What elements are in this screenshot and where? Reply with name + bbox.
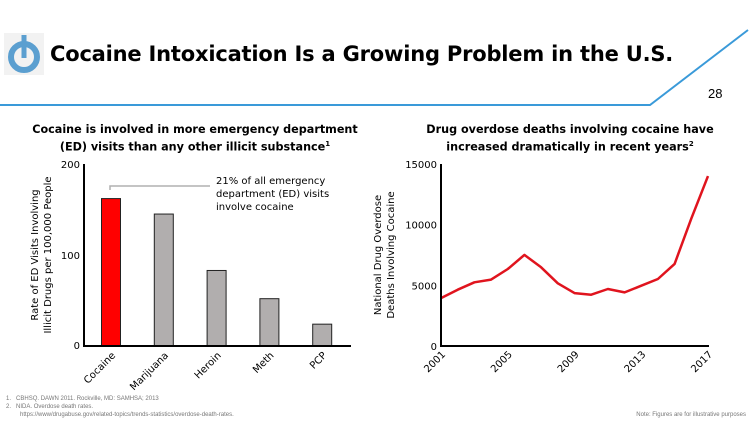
bar-ytick-label: 200 bbox=[61, 160, 80, 171]
power-button-icon bbox=[8, 35, 40, 73]
header-accent-line bbox=[0, 29, 749, 106]
line-chart: 0 5000 10000 15000 2001 2005 2009 2013 2017 Nati… bbox=[373, 160, 715, 375]
line-y-axis-label-line2: Deaths Involving Cocaine bbox=[386, 191, 397, 318]
line-chart-title: Drug overdose deaths involving cocaine h… bbox=[395, 122, 745, 155]
page-number: 28 bbox=[708, 86, 723, 101]
line-y-axis-label-line1: National Drug Overdose bbox=[373, 195, 384, 315]
bar-y-axis-label-line1: Rate of ED Visits Involving bbox=[30, 189, 41, 320]
footnote-number: 1. bbox=[6, 396, 12, 402]
series-line bbox=[440, 175, 710, 300]
bar-chart: Cocaine Marijuana Heroin Meth PCP 200 100 0 … bbox=[30, 160, 351, 393]
line-ytick-label: 15000 bbox=[405, 160, 437, 171]
annotation-line1: 21% of all emergency bbox=[216, 176, 325, 187]
bar-chart-title: Cocaine is involved in more emergency de… bbox=[20, 122, 370, 155]
footnote-text: NIDA. Overdose death rates. bbox=[16, 404, 94, 410]
annotation-line3: involve cocaine bbox=[216, 202, 294, 213]
line-xtick-label: 2009 bbox=[556, 349, 582, 375]
line-ytick-label: 0 bbox=[431, 342, 437, 353]
line-xtick-label: 2017 bbox=[689, 349, 715, 375]
footnote-url[interactable]: https://www/drugabuse.gov/related-topics… bbox=[20, 412, 234, 418]
line-chart-title-line2: increased dramatically in recent years bbox=[446, 140, 689, 154]
footnote-marker: 2 bbox=[688, 140, 694, 148]
line-ytick-label: 10000 bbox=[405, 221, 437, 232]
illustrative-note: Note: Figures are for illustrative purpo… bbox=[636, 412, 746, 418]
bar-chart-title-line1: Cocaine is involved in more emergency de… bbox=[32, 123, 358, 136]
footnotes: 1. CBHSQ. DAWN 2011. Rockville, MD: SAMH… bbox=[6, 395, 234, 419]
page-title: Cocaine Intoxication Is a Growing Proble… bbox=[50, 42, 674, 66]
line-ytick-label: 5000 bbox=[412, 281, 437, 292]
footnote-marker: 1 bbox=[325, 140, 331, 148]
line-chart-title-line1: Drug overdose deaths involving cocaine h… bbox=[426, 123, 714, 136]
line-xtick-label: 2001 bbox=[422, 349, 448, 375]
bar-y-axis-label-line2: Illicit Drugs per 100,000 People bbox=[43, 176, 54, 333]
annotation-bracket bbox=[109, 185, 210, 190]
line-xtick-label: 2005 bbox=[489, 349, 515, 375]
bar-chart-title-line2: (ED) visits than any other illicit subst… bbox=[59, 140, 326, 154]
annotation-line2: department (ED) visits bbox=[216, 189, 329, 200]
footnote-text: CBHSQ. DAWN 2011. Rockville, MD: SAMHSA;… bbox=[16, 396, 159, 402]
line-xtick-label: 2013 bbox=[623, 349, 649, 375]
bar-ytick-label: 100 bbox=[61, 251, 80, 262]
footnote-number: 2. bbox=[6, 404, 12, 410]
bar-ytick-label: 0 bbox=[74, 341, 80, 352]
